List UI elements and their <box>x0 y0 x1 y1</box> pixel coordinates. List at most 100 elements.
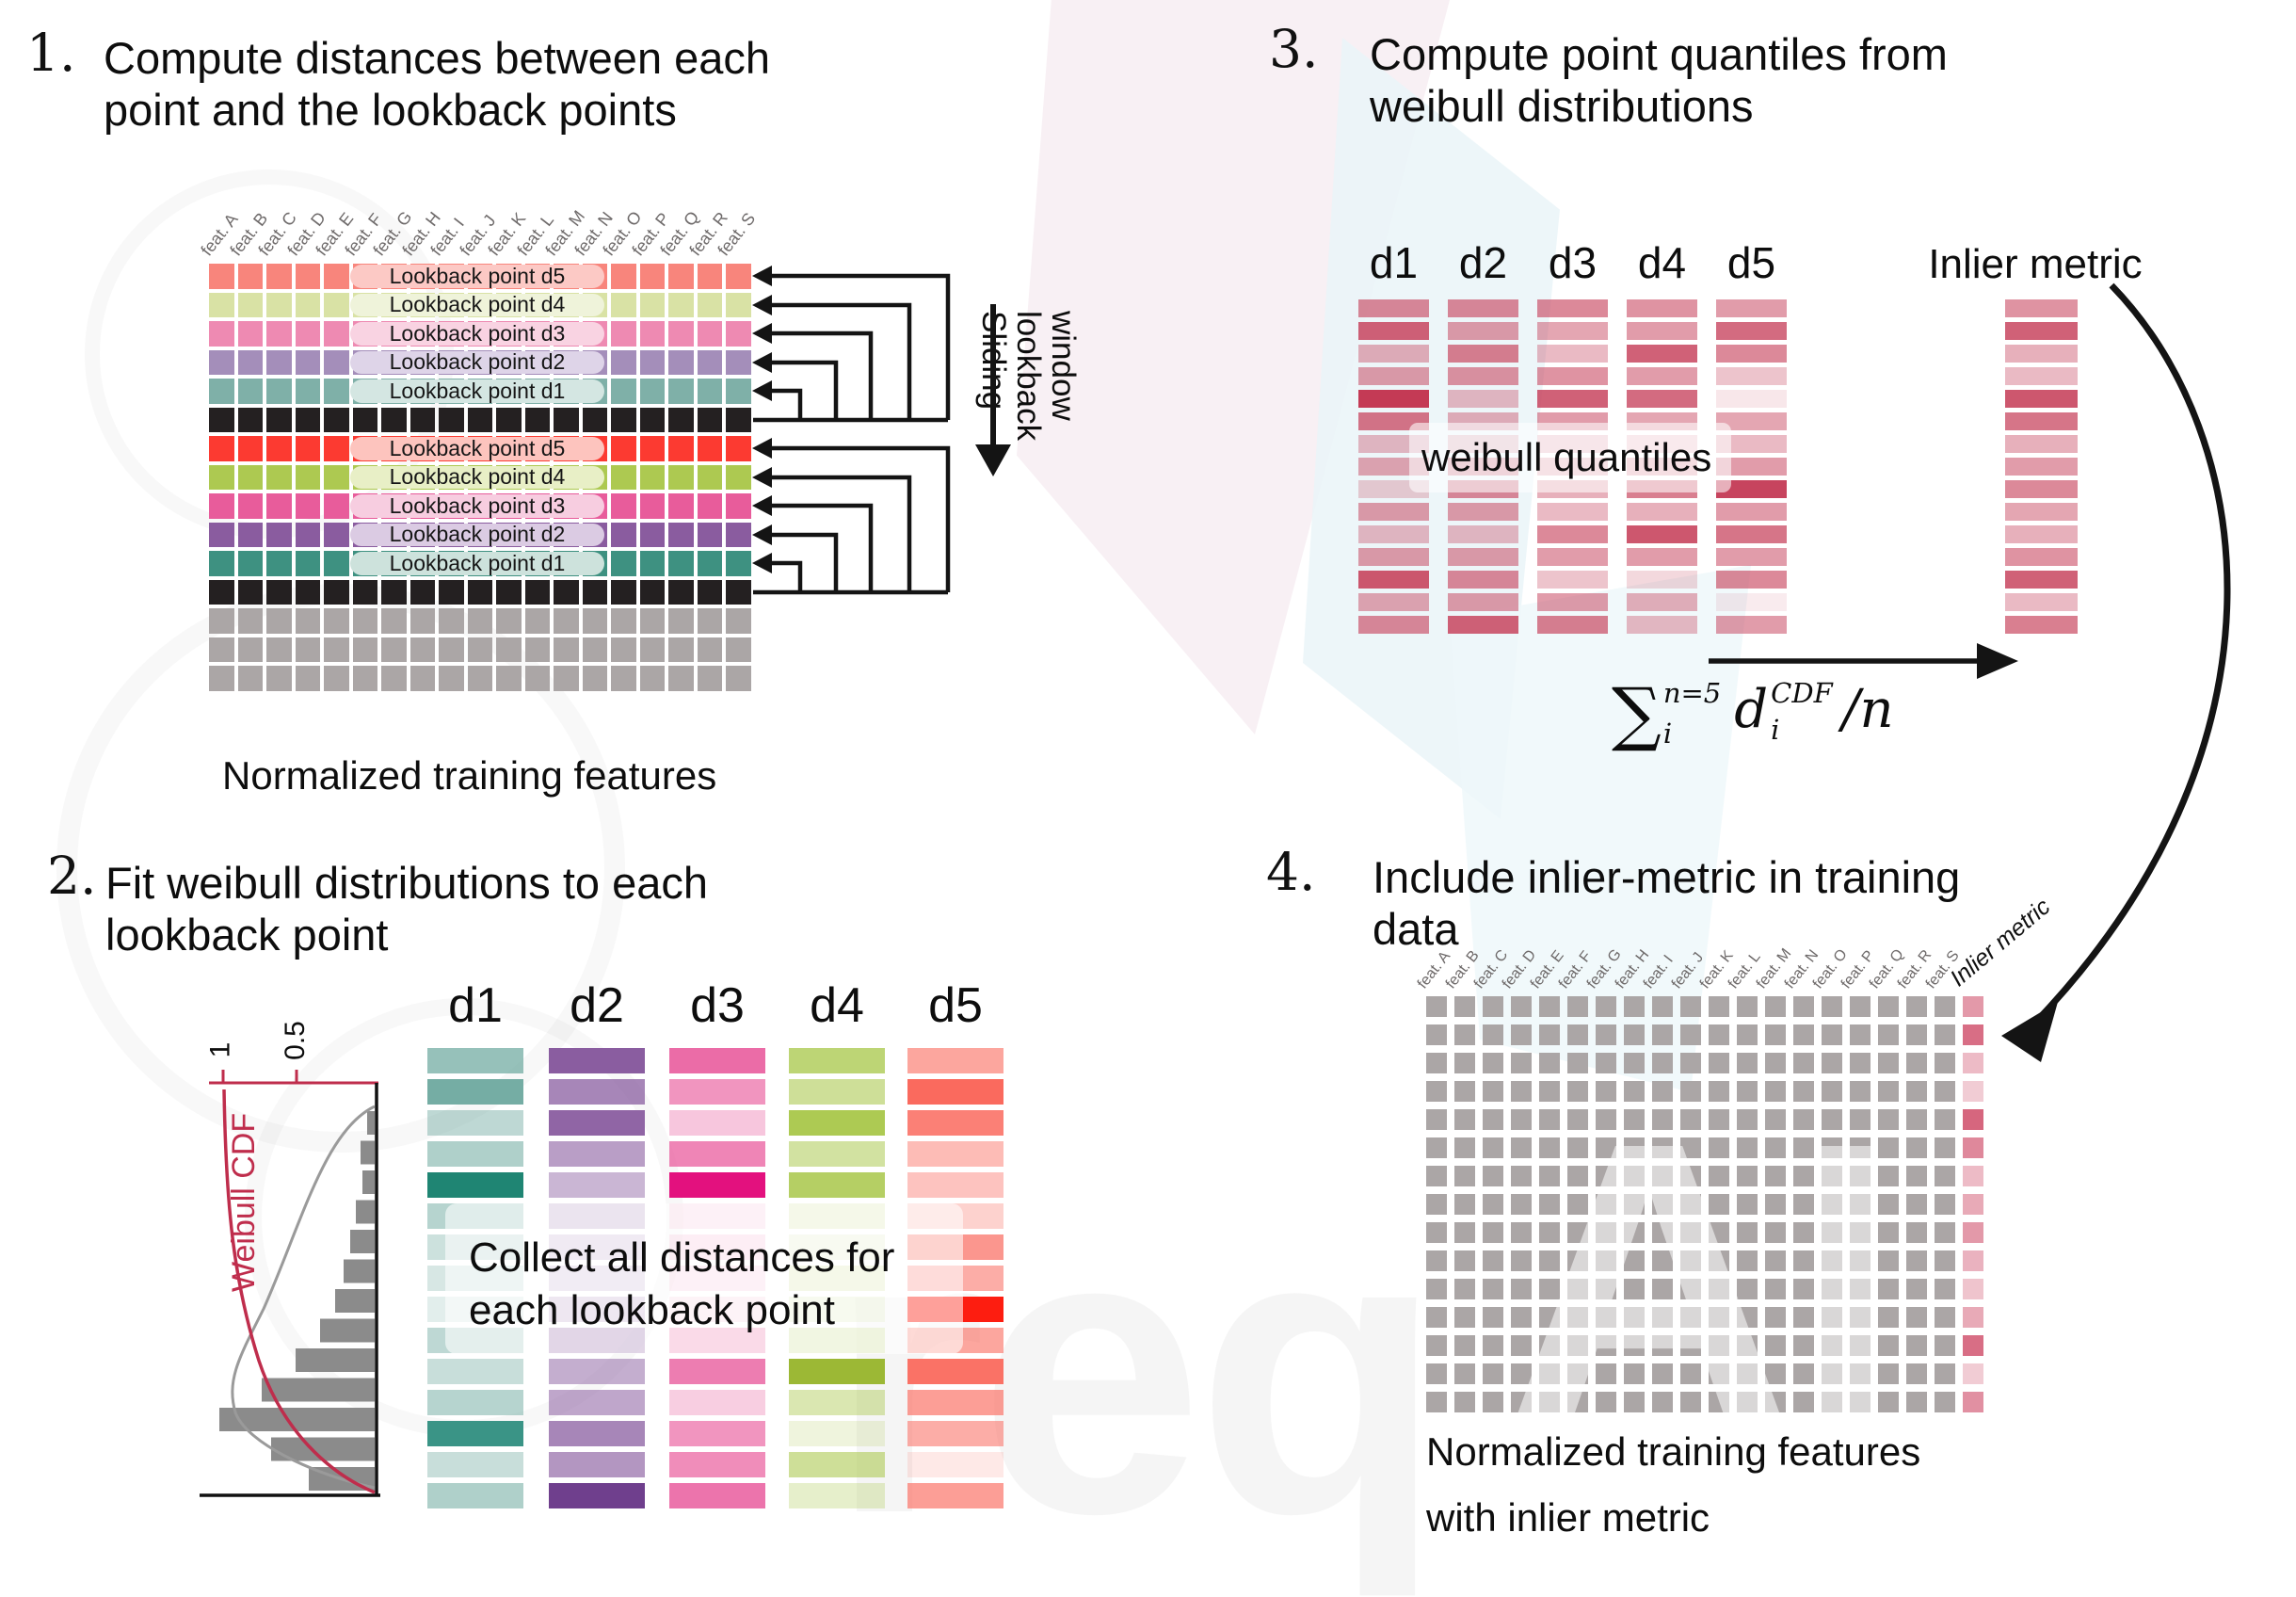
p4-cell <box>1906 1081 1927 1102</box>
p1-cell <box>324 522 349 547</box>
distance-bar <box>789 1110 885 1136</box>
p4-inlier-cell <box>1963 1024 1983 1045</box>
distance-bar <box>669 1452 765 1477</box>
distance-bar <box>907 1390 1003 1415</box>
p4-cell <box>1426 1081 1447 1102</box>
p4-cell <box>1822 1081 1842 1102</box>
p4-cell <box>1511 1279 1532 1299</box>
distance-bar <box>789 1421 885 1446</box>
p1-cell <box>697 349 722 375</box>
p4-cell <box>1906 1053 1927 1073</box>
p4-inlier-cell <box>1963 1081 1983 1102</box>
p1-cell <box>295 551 320 576</box>
p4-cell <box>1596 996 1616 1017</box>
distance-bar <box>549 1483 645 1508</box>
p4-cell <box>1680 1392 1701 1412</box>
p4-cell <box>1878 1250 1899 1271</box>
p4-cell <box>1765 1335 1786 1356</box>
p4-cell <box>1511 1053 1532 1073</box>
p4-cell <box>1596 1109 1616 1130</box>
p4-cell <box>1822 1024 1842 1045</box>
p4-cell <box>1906 1392 1927 1412</box>
inlier-metric-bar <box>2005 435 2078 453</box>
step-1-number: 1. <box>26 23 76 83</box>
distance-bar <box>669 1079 765 1105</box>
p4-cell <box>1596 1307 1616 1328</box>
lookback-row-label: Lookback point d1 <box>350 551 604 575</box>
p1-cell <box>237 637 263 662</box>
step-3-number: 3. <box>1269 19 1319 79</box>
p4-cell <box>1652 1081 1673 1102</box>
p4-cell <box>1511 1024 1532 1045</box>
p4-cell <box>1596 1137 1616 1158</box>
sum-lower-limit: i <box>1662 718 1673 750</box>
p4-cell <box>1567 1024 1588 1045</box>
p1-cell <box>639 379 665 404</box>
p1-cell <box>697 579 722 605</box>
p4-cell <box>1822 1166 1842 1186</box>
p4-cell <box>1539 1166 1560 1186</box>
p4-cell <box>1454 1109 1475 1130</box>
distance-bar <box>907 1421 1003 1446</box>
p4-cell <box>1596 1166 1616 1186</box>
p4-cell <box>1652 1053 1673 1073</box>
p1-cell <box>209 637 234 662</box>
lookback-row: Lookback point d2 <box>209 349 751 375</box>
p1-cell <box>697 551 722 576</box>
p4-cell <box>1793 1053 1814 1073</box>
p1-cell <box>611 493 636 519</box>
distance-bar <box>669 1141 765 1167</box>
distance-bar <box>549 1048 645 1073</box>
p4-cell <box>1680 1081 1701 1102</box>
p1-cell <box>524 666 550 691</box>
p4-cell <box>1454 1307 1475 1328</box>
distance-bar <box>669 1421 765 1446</box>
p4-cell <box>1935 1137 1955 1158</box>
p4-inlier-cell <box>1963 1279 1983 1299</box>
p4-cell <box>1793 1250 1814 1271</box>
p1-cell <box>467 579 492 605</box>
quantile-bar <box>1716 367 1787 385</box>
p1-cell <box>639 666 665 691</box>
weibull-cdf-curve <box>222 1089 376 1494</box>
p4-cell <box>1793 1307 1814 1328</box>
p4-cell <box>1539 1279 1560 1299</box>
p4-cell <box>1596 1194 1616 1215</box>
quantile-header-d2: d2 <box>1458 238 1508 287</box>
quantile-bar <box>1716 593 1787 611</box>
p1-cell <box>352 608 377 634</box>
p1-cell <box>381 407 407 432</box>
step-1-title-line1: Compute distances between each <box>104 33 771 83</box>
lookback-row: Lookback point d5 <box>209 264 751 289</box>
distance-bar <box>549 1452 645 1477</box>
distance-bar <box>907 1452 1003 1477</box>
distance-bar <box>907 1359 1003 1384</box>
quantile-bar <box>1448 390 1518 408</box>
p1-cell <box>237 493 263 519</box>
p4-cell <box>1596 1222 1616 1243</box>
sliding-label-line: window <box>1045 311 1082 421</box>
p4-cell <box>1539 1307 1560 1328</box>
lookback-row-label: Lookback point d5 <box>350 264 604 288</box>
p1-cell <box>668 551 694 576</box>
p4-cell <box>1567 1363 1588 1384</box>
p4-cell <box>1483 1137 1503 1158</box>
p1-cell <box>409 407 435 432</box>
p1-cell <box>639 551 665 576</box>
p1-cell <box>324 666 349 691</box>
p1-cell <box>266 321 292 347</box>
sum-limits: n=5 i <box>1663 680 1721 748</box>
p4-cell <box>1454 1222 1475 1243</box>
p4-cell <box>1709 1307 1729 1328</box>
p4-cell <box>1454 1081 1475 1102</box>
p1-cell <box>554 608 579 634</box>
p4-row <box>1426 1392 1983 1412</box>
p4-cell <box>1426 1109 1447 1130</box>
p4-cell <box>1906 996 1927 1017</box>
p4-cell <box>1906 1166 1927 1186</box>
p1-cell <box>409 608 435 634</box>
distance-header-d1: d1 <box>448 978 503 1033</box>
p4-cell <box>1624 996 1645 1017</box>
distance-bar <box>789 1483 885 1508</box>
p4-cell <box>1567 1194 1588 1215</box>
